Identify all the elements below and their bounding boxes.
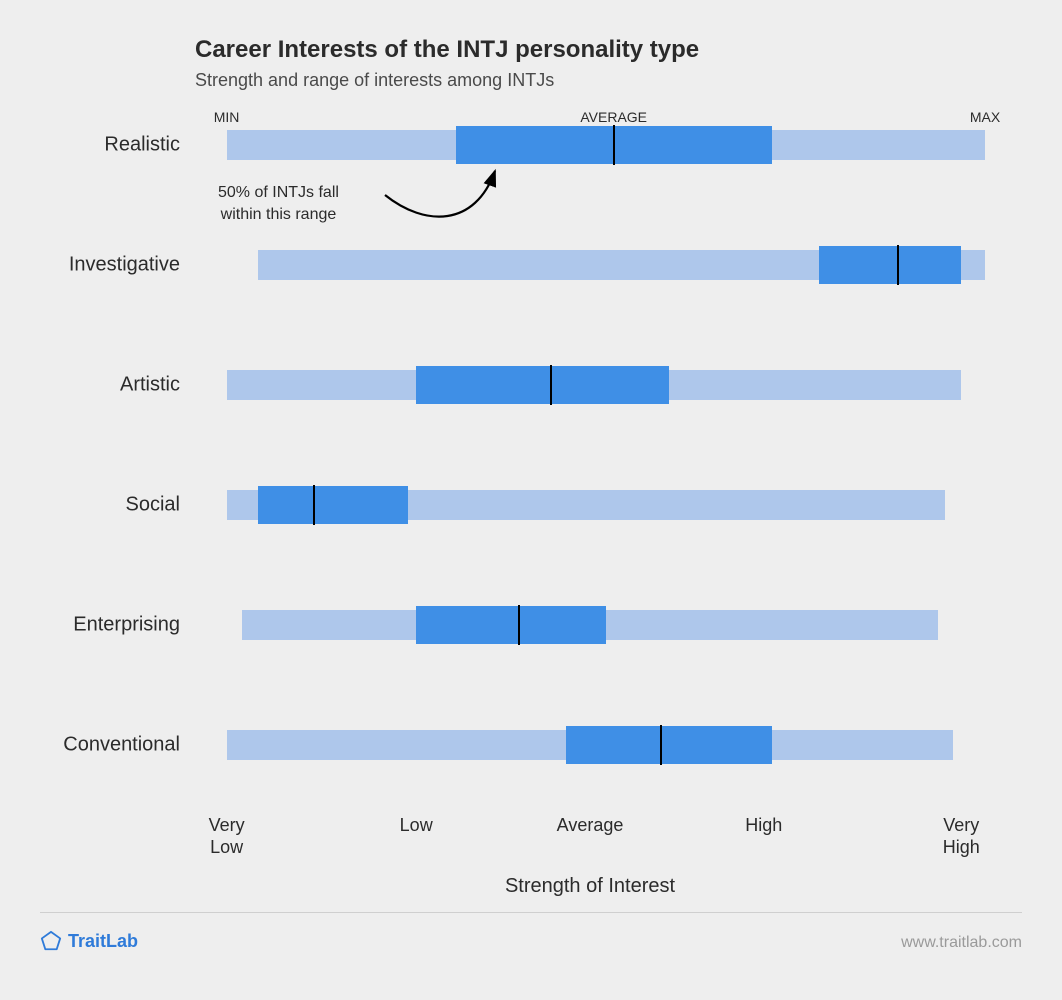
category-label: Artistic	[120, 374, 180, 397]
average-tick	[518, 605, 520, 645]
chart-canvas: Career Interests of the INTJ personality…	[0, 0, 1062, 1000]
x-tick-label: Very High	[943, 815, 980, 858]
brand-logo: TraitLab	[40, 930, 138, 952]
category-label: Social	[126, 494, 180, 517]
top-label: MAX	[970, 109, 1000, 125]
x-tick-label: Average	[557, 815, 624, 837]
chart-title: Career Interests of the INTJ personality…	[195, 36, 699, 64]
average-tick	[550, 365, 552, 405]
x-axis-title: Strength of Interest	[505, 875, 675, 898]
category-label: Investigative	[69, 254, 180, 277]
brand-url: www.traitlab.com	[901, 934, 1022, 952]
category-label: Enterprising	[73, 614, 180, 637]
iqr-bar	[819, 246, 961, 284]
iqr-bar	[416, 366, 669, 404]
average-tick	[897, 245, 899, 285]
pentagon-icon	[40, 930, 62, 952]
chart-subtitle: Strength and range of interests among IN…	[195, 70, 554, 91]
average-tick	[613, 125, 615, 165]
x-tick-label: High	[745, 815, 782, 837]
footer-divider	[40, 912, 1022, 913]
x-tick-label: Low	[400, 815, 433, 837]
iqr-bar	[566, 726, 771, 764]
category-label: Realistic	[104, 134, 180, 157]
category-label: Conventional	[63, 734, 180, 757]
top-label: AVERAGE	[580, 109, 647, 125]
top-label: MIN	[214, 109, 240, 125]
x-tick-label: Very Low	[209, 815, 245, 858]
average-tick	[660, 725, 662, 765]
iqr-bar	[416, 606, 606, 644]
average-tick	[313, 485, 315, 525]
annotation-text: 50% of INTJs fall within this range	[218, 182, 339, 225]
iqr-bar	[258, 486, 408, 524]
brand-name: TraitLab	[68, 931, 138, 952]
